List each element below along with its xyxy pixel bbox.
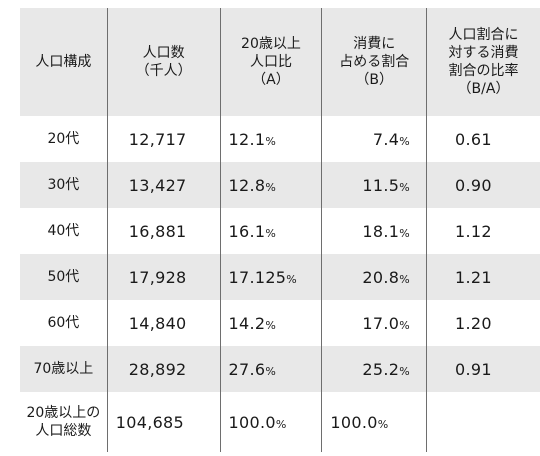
share-b-value: 20.8% — [321, 254, 427, 300]
population-value: 28,892 — [106, 346, 220, 392]
total-population-value: 104,685 — [106, 392, 220, 452]
table-row: 20代 12,717 12.1% 7.4% 0.61 — [20, 116, 540, 162]
row-group-label: 70歳以上 — [20, 346, 108, 392]
header-population: 人口数 （千人） — [106, 8, 220, 116]
share-b-value: 18.1% — [321, 208, 427, 254]
ratio-a-value: 17.125% — [219, 254, 322, 300]
table-row: 50代 17,928 17.125% 20.8% 1.21 — [20, 254, 540, 300]
ratio-a-value: 12.1% — [219, 116, 322, 162]
ratio-a-value: 12.8% — [219, 162, 322, 208]
header-ratio-a: 20歳以上 人口比 （A） — [219, 8, 322, 116]
total-row: 20歳以上の 人口総数 104,685 100.0% 100.0% — [20, 392, 540, 452]
header-row: 人口構成 人口数 （千人） 20歳以上 人口比 （A） 消費に 占める割合 （B… — [20, 8, 540, 116]
population-value: 12,717 — [106, 116, 220, 162]
table-row: 60代 14,840 14.2% 17.0% 1.20 — [20, 300, 540, 346]
population-value: 14,840 — [106, 300, 220, 346]
row-group-label: 50代 — [20, 254, 108, 300]
header-population-group: 人口構成 — [20, 8, 108, 116]
share-b-value: 25.2% — [321, 346, 427, 392]
table-row: 40代 16,881 16.1% 18.1% 1.12 — [20, 208, 540, 254]
total-ratio-ba-value — [426, 392, 540, 452]
table-row: 70歳以上 28,892 27.6% 25.2% 0.91 — [20, 346, 540, 392]
row-group-label: 20代 — [20, 116, 108, 162]
ratio-ba-value: 0.61 — [426, 116, 540, 162]
ratio-ba-value: 1.20 — [426, 300, 540, 346]
row-group-label: 40代 — [20, 208, 108, 254]
total-ratio-a-value: 100.0% — [219, 392, 322, 452]
table-row: 30代 13,427 12.8% 11.5% 0.90 — [20, 162, 540, 208]
population-value: 16,881 — [106, 208, 220, 254]
ratio-ba-value: 1.21 — [426, 254, 540, 300]
row-group-label: 30代 — [20, 162, 108, 208]
total-share-b-value: 100.0% — [321, 392, 427, 452]
share-b-value: 17.0% — [321, 300, 427, 346]
ratio-ba-value: 0.90 — [426, 162, 540, 208]
ratio-a-value: 27.6% — [219, 346, 322, 392]
row-group-label: 60代 — [20, 300, 108, 346]
population-value: 13,427 — [106, 162, 220, 208]
ratio-ba-value: 0.91 — [426, 346, 540, 392]
population-value: 17,928 — [106, 254, 220, 300]
ratio-ba-value: 1.12 — [426, 208, 540, 254]
header-share-b: 消費に 占める割合 （B） — [321, 8, 427, 116]
share-b-value: 11.5% — [321, 162, 427, 208]
ratio-a-value: 14.2% — [219, 300, 322, 346]
header-ratio-ba: 人口割合に 対する消費 割合の比率 （B/A） — [426, 8, 540, 116]
share-b-value: 7.4% — [321, 116, 427, 162]
total-label: 20歳以上の 人口総数 — [20, 392, 108, 452]
ratio-a-value: 16.1% — [219, 208, 322, 254]
population-consumption-table: 人口構成 人口数 （千人） 20歳以上 人口比 （A） 消費に 占める割合 （B… — [20, 8, 540, 452]
